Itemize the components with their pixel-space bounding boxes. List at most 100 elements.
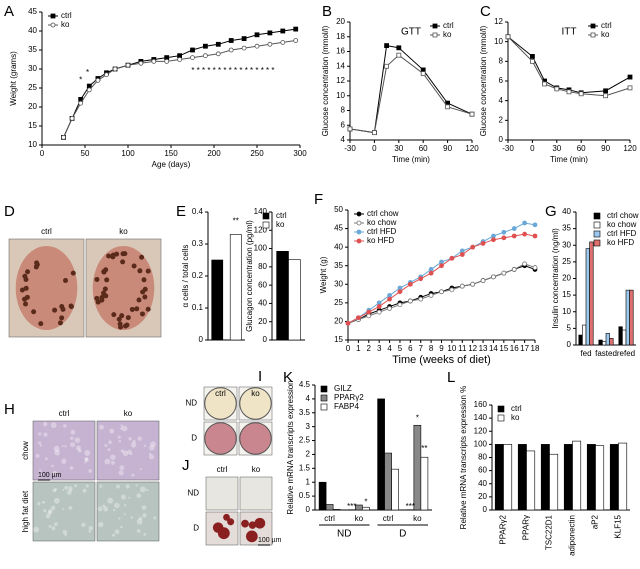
scale-bar-label: 100 µm <box>38 472 62 479</box>
row-label: D <box>191 434 197 443</box>
cell <box>62 277 68 283</box>
marker <box>511 226 517 231</box>
marker <box>254 32 260 38</box>
cell <box>246 530 258 543</box>
dish <box>239 387 272 420</box>
texture <box>128 437 132 441</box>
texture <box>104 458 111 465</box>
texture <box>74 484 78 488</box>
series-line <box>347 265 536 324</box>
panel-letter: A <box>4 3 14 20</box>
y-tick-label: 140 <box>254 207 268 216</box>
x-tick-label: 3 <box>377 344 382 353</box>
texture <box>108 440 112 445</box>
y-tick-label: 8 <box>499 56 504 65</box>
cell <box>24 294 30 300</box>
texture <box>37 501 41 506</box>
texture <box>38 441 42 445</box>
bar <box>503 444 513 511</box>
cell <box>111 312 117 318</box>
marker <box>578 91 584 97</box>
texture <box>50 422 57 429</box>
texture <box>70 436 74 440</box>
legend-label: ctrl chow <box>607 211 639 220</box>
y-tick-label: 30 <box>334 279 343 288</box>
marker <box>138 60 144 66</box>
marker <box>61 134 66 140</box>
x-tick-label: 14 <box>489 344 498 353</box>
texture <box>51 526 56 531</box>
image-panel <box>96 420 160 481</box>
y-tick-label: 3.5 <box>299 408 311 417</box>
y-tick-label: 100 <box>254 244 268 253</box>
y-tick-label: 25 <box>562 257 571 266</box>
texture <box>70 429 76 435</box>
marker <box>50 22 56 28</box>
y-tick-label: 20 <box>258 317 267 326</box>
marker <box>522 261 528 267</box>
marker <box>449 287 455 293</box>
y-tick-label: 4 <box>341 135 346 144</box>
cell <box>114 251 120 257</box>
marker <box>267 30 273 36</box>
legend-label: ko chow <box>607 220 637 229</box>
bar <box>605 333 610 346</box>
marker <box>530 54 535 59</box>
cell <box>94 276 100 282</box>
texture <box>43 501 46 504</box>
image-panel <box>32 420 96 481</box>
y-tick-label: 2 <box>306 450 311 459</box>
bar <box>229 234 242 341</box>
y-tick-label: 0.4 <box>192 207 204 216</box>
marker <box>590 32 596 38</box>
texture <box>121 425 128 432</box>
x-tick-label: 30 <box>552 144 561 153</box>
legend-swatch <box>593 230 601 238</box>
texture <box>52 470 58 476</box>
panel-letter: C <box>480 3 491 20</box>
texture <box>88 530 92 533</box>
texture <box>132 440 136 444</box>
texture <box>120 427 123 430</box>
y-axis-label: Glucose concentration (mmol/l) <box>479 25 488 136</box>
marker <box>202 53 208 59</box>
panel-letter: G <box>545 203 557 220</box>
bar <box>572 440 582 511</box>
y-tick-label: 140 <box>474 413 488 422</box>
texture <box>81 522 86 527</box>
series-line <box>507 36 631 94</box>
bar <box>211 259 224 341</box>
cell <box>102 286 108 292</box>
texture <box>64 485 69 490</box>
y-tick-label: 50 <box>334 205 343 214</box>
y-axis-label: Weight (g) <box>319 256 328 293</box>
cell <box>139 254 145 260</box>
y-tick-label: 40 <box>258 299 267 308</box>
texture <box>129 452 133 456</box>
marker <box>480 241 486 246</box>
texture <box>107 497 114 504</box>
bar <box>618 326 623 346</box>
bar <box>377 398 385 511</box>
y-tick-label: 10 <box>28 140 37 149</box>
texture <box>54 522 58 527</box>
y-tick-label: 14 <box>336 61 345 70</box>
x-tick-label: fasted <box>595 349 617 358</box>
x-tick-label: 0 <box>372 144 377 153</box>
marker <box>387 306 392 311</box>
texture <box>142 513 147 518</box>
marker <box>627 74 633 80</box>
x-tick-label: ctrl <box>324 514 335 523</box>
texture <box>62 508 65 511</box>
y-tick-label: 2 <box>499 115 504 124</box>
legend-label: ctrl chow <box>367 209 399 218</box>
bar <box>526 450 536 511</box>
y-axis-label: Relative mRNA transcripts expression <box>286 380 295 514</box>
cell <box>101 269 107 275</box>
bar <box>391 468 399 511</box>
cell <box>25 269 31 275</box>
bar <box>420 456 429 511</box>
marker <box>418 276 424 282</box>
cell <box>124 322 130 328</box>
y-tick-label: 0 <box>263 335 268 344</box>
